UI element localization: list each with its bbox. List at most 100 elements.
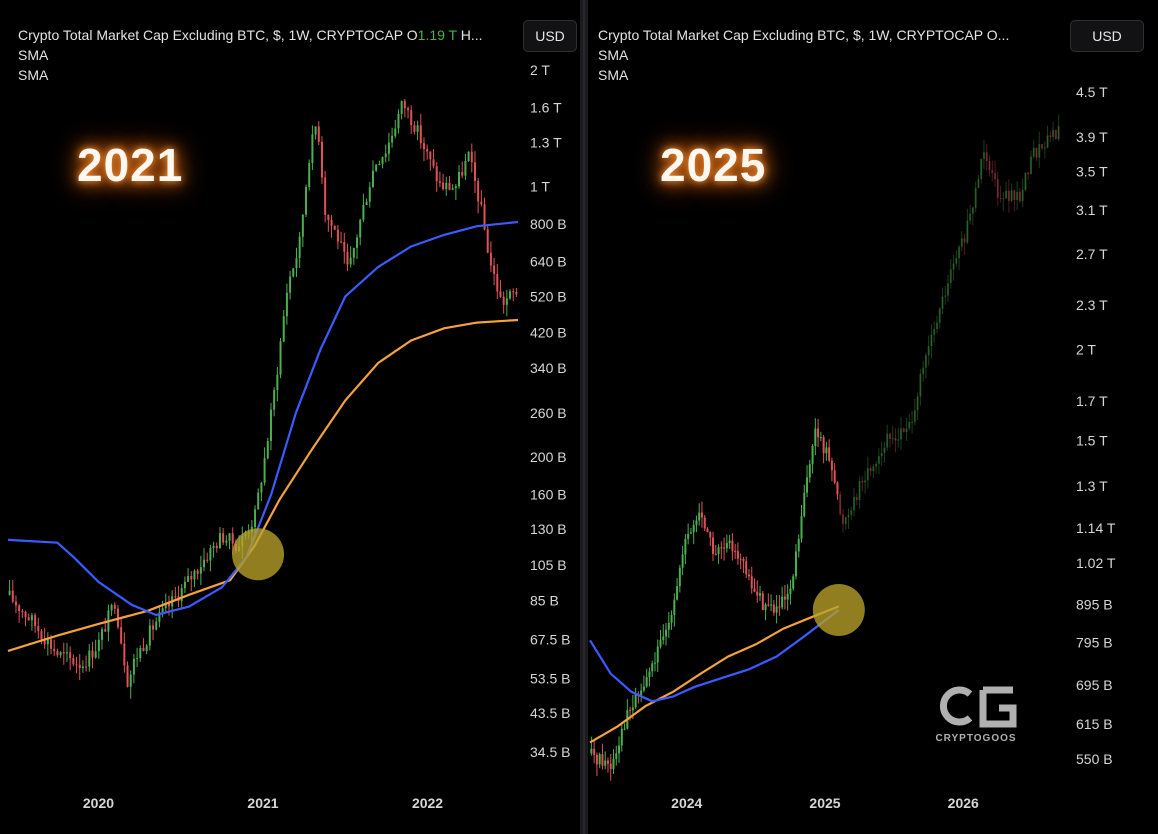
left-candle-body xyxy=(448,182,451,190)
left-candle-body xyxy=(400,101,403,114)
left-candle-body xyxy=(483,204,486,230)
left-candle-body xyxy=(273,389,276,410)
left-y-tick-label: 160 B xyxy=(530,486,567,502)
right-candle-body xyxy=(969,213,972,221)
right-candle-body xyxy=(935,322,938,330)
left-candle-body xyxy=(365,201,368,205)
right-candle-body xyxy=(916,396,919,411)
right-chart-canvas[interactable]: 4.5 T 3.9 T 3.5 T 3.1 T 2.7 T 2.3 T 2 T 1.7 T 1.… xyxy=(588,0,1158,834)
right-candle-body xyxy=(742,558,745,562)
left-candle-body xyxy=(477,180,480,202)
right-candle-body xyxy=(1024,172,1027,190)
right-candle-body xyxy=(850,510,853,515)
left-candle-body xyxy=(266,441,269,459)
right-candle-body xyxy=(811,446,814,465)
left-y-tick-label: 340 B xyxy=(530,360,567,376)
right-candle-body xyxy=(919,373,922,397)
left-candle-body xyxy=(187,576,190,582)
right-candle-body xyxy=(767,604,770,606)
left-candle-body xyxy=(515,291,518,295)
left-chart-panel: 2 T 1.6 T 1.3 T 1 T 800 B 640 B 520 B 420 B 340 … xyxy=(0,0,580,834)
right-candle-body xyxy=(745,561,748,575)
left-candle-body xyxy=(40,631,43,640)
left-candle-body xyxy=(132,658,135,675)
left-sma-long-line[interactable] xyxy=(7,318,519,652)
right-candle-body xyxy=(902,428,905,433)
right-candle-body xyxy=(720,547,723,549)
left-candle-body xyxy=(512,291,515,293)
left-y-tick-label: 420 B xyxy=(530,324,567,340)
right-candle-body xyxy=(728,540,731,543)
left-legend-sma-2[interactable]: SMA xyxy=(18,67,49,83)
right-candle-body xyxy=(642,686,645,691)
left-candle-body xyxy=(359,219,362,238)
left-candle-body xyxy=(438,181,441,183)
left-y-tick-label: 1 T xyxy=(530,179,550,195)
right-candle-body xyxy=(631,707,634,711)
left-currency-button[interactable]: USD xyxy=(523,20,577,52)
left-candle-body xyxy=(451,188,454,190)
right-candle-body xyxy=(1046,135,1049,148)
right-candle-body xyxy=(792,576,795,589)
right-y-tick-label: 3.1 T xyxy=(1076,202,1108,218)
left-candle-body xyxy=(416,125,419,132)
right-candle-body xyxy=(828,447,831,461)
right-currency-button[interactable]: USD xyxy=(1070,20,1144,52)
left-candle-body xyxy=(333,225,336,230)
left-price-axis[interactable]: 2 T 1.6 T 1.3 T 1 T 800 B 640 B 520 B 420 B 340 … xyxy=(530,62,570,760)
left-time-axis[interactable]: 2020 2021 2022 xyxy=(83,795,443,811)
right-legend-sma-1[interactable]: SMA xyxy=(598,47,629,63)
right-candle-body xyxy=(1054,129,1057,140)
right-candle-body xyxy=(601,754,604,766)
right-candle-body xyxy=(839,494,842,515)
left-y-tick-label: 34.5 B xyxy=(530,744,570,760)
right-time-axis[interactable]: 2024 2025 2026 xyxy=(671,795,979,811)
left-legend-sma-1[interactable]: SMA xyxy=(18,47,49,63)
right-candle-body xyxy=(924,355,927,368)
right-candle-body xyxy=(996,179,999,198)
right-candle-body xyxy=(963,238,966,243)
left-candle-body xyxy=(371,170,374,188)
left-candle-body xyxy=(222,533,225,543)
left-candle-body xyxy=(85,666,88,668)
left-candle-body xyxy=(11,590,14,602)
right-candle-body xyxy=(640,690,643,696)
left-candle-body xyxy=(81,666,84,669)
right-candle-body xyxy=(913,410,916,422)
left-sma-short-line[interactable] xyxy=(7,220,519,617)
right-candle-body xyxy=(930,334,933,347)
right-candle-body xyxy=(847,514,850,518)
logo-wordmark: CRYPTOGOOS xyxy=(935,733,1016,744)
logo-g-shape xyxy=(979,686,1017,728)
right-candle-body xyxy=(1052,129,1055,137)
left-candle-body xyxy=(129,674,132,687)
logo-c-shape xyxy=(939,686,973,726)
right-sma-long-line[interactable] xyxy=(589,605,840,744)
right-candle-body xyxy=(684,538,687,555)
left-candle-body xyxy=(161,608,164,613)
right-candle-body xyxy=(656,646,659,663)
left-candle-body xyxy=(461,171,464,176)
left-candle-body xyxy=(320,141,323,178)
right-candle-body xyxy=(634,694,637,708)
left-candle-body xyxy=(59,652,62,656)
right-y-tick-label: 795 B xyxy=(1076,634,1113,650)
left-candle-body xyxy=(27,617,30,621)
right-y-tick-label: 2.7 T xyxy=(1076,246,1108,262)
left-candle-body xyxy=(50,639,53,649)
right-candle-body xyxy=(1002,198,1005,200)
right-price-axis[interactable]: 4.5 T 3.9 T 3.5 T 3.1 T 2.7 T 2.3 T 2 T 1.7 T 1.… xyxy=(1076,84,1116,767)
panel-divider[interactable] xyxy=(580,0,588,834)
right-legend-sma-2[interactable]: SMA xyxy=(598,67,629,83)
left-candle-body xyxy=(352,247,355,258)
right-candle-body xyxy=(908,421,911,429)
left-candle-body xyxy=(381,157,384,164)
right-candle-body xyxy=(783,596,786,600)
left-candle-body xyxy=(279,341,282,375)
left-candle-body xyxy=(104,629,107,632)
left-candle-body xyxy=(391,135,394,143)
right-sma-short-line[interactable] xyxy=(589,609,840,703)
right-candle-body xyxy=(770,604,773,606)
left-chart-canvas[interactable]: 2 T 1.6 T 1.3 T 1 T 800 B 640 B 520 B 420 B 340 … xyxy=(0,0,580,834)
left-candle-body xyxy=(480,201,483,205)
